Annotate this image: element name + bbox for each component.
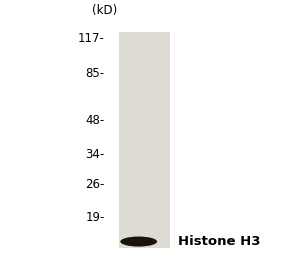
Text: 48-: 48- <box>85 114 105 127</box>
Text: 26-: 26- <box>85 178 105 191</box>
Bar <box>119 32 170 248</box>
Text: 34-: 34- <box>85 148 105 161</box>
Text: 117-: 117- <box>78 32 105 45</box>
Text: Histone H3: Histone H3 <box>178 235 261 248</box>
Text: 85-: 85- <box>85 67 105 81</box>
Text: (kD): (kD) <box>92 4 117 17</box>
Text: 19-: 19- <box>85 211 105 224</box>
Ellipse shape <box>120 237 157 247</box>
